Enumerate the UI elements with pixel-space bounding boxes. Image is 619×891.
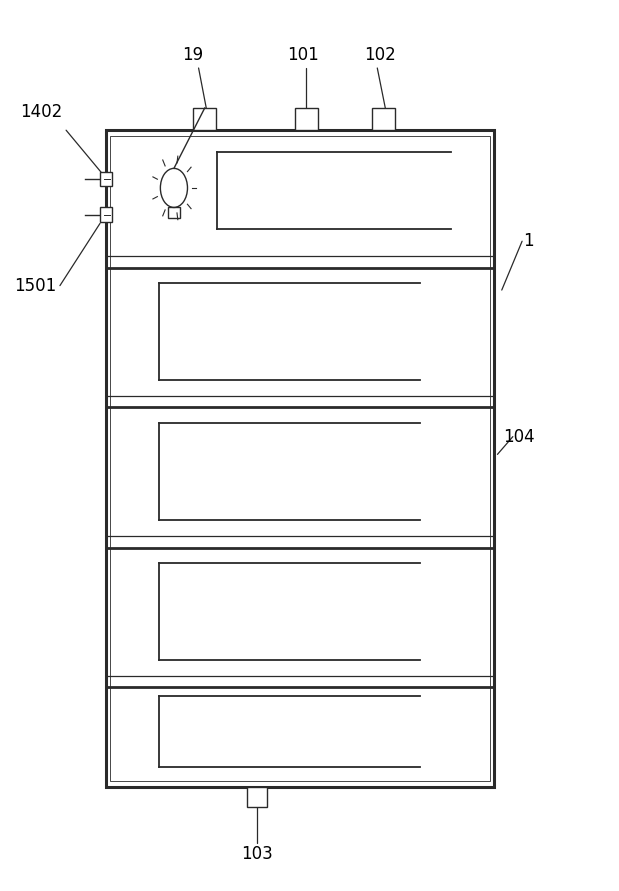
Text: 101: 101 — [287, 45, 319, 63]
Text: 19: 19 — [182, 45, 203, 63]
Text: 103: 103 — [241, 845, 273, 863]
Text: 104: 104 — [503, 428, 535, 446]
Text: 1501: 1501 — [14, 276, 56, 295]
Bar — [193, 108, 217, 130]
Bar — [100, 172, 112, 186]
Text: 1402: 1402 — [20, 103, 63, 121]
Text: 1: 1 — [523, 233, 534, 250]
Text: 102: 102 — [365, 45, 396, 63]
Bar — [168, 208, 180, 218]
Bar — [100, 208, 112, 222]
Bar — [295, 108, 318, 130]
Bar — [372, 108, 395, 130]
Bar — [247, 788, 267, 807]
